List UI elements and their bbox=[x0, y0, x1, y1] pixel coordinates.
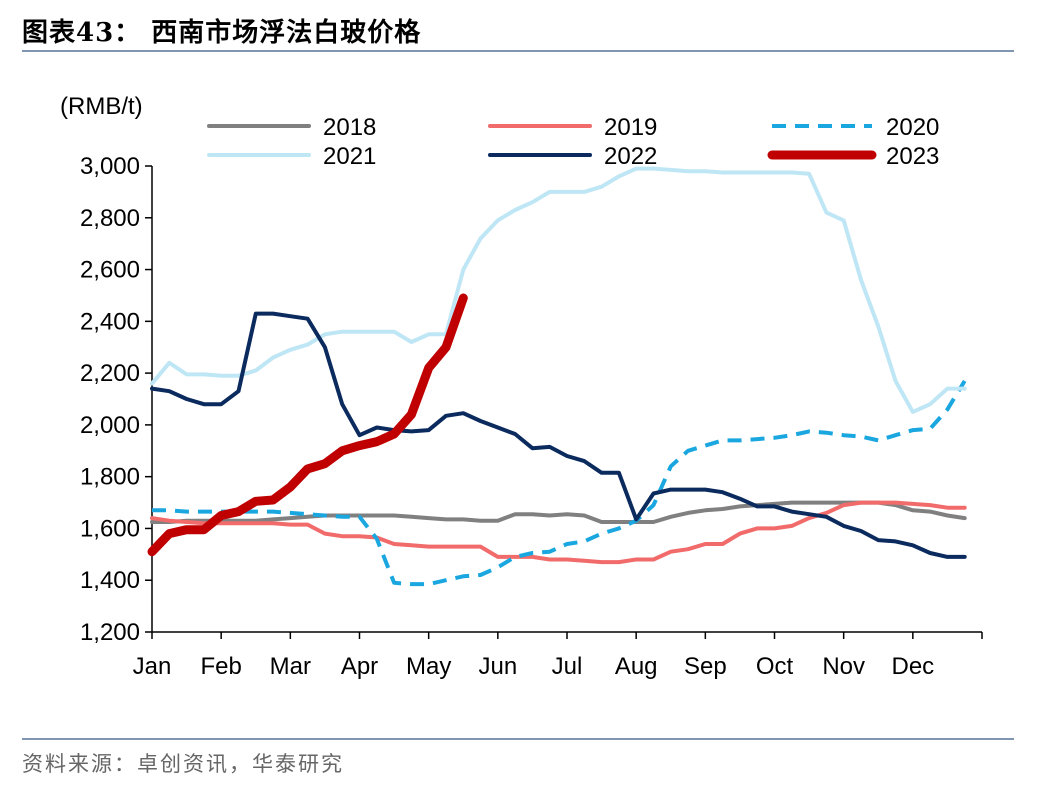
x-tick-label: Feb bbox=[200, 653, 241, 680]
series-line-2020 bbox=[152, 379, 967, 587]
x-tick-label: Jun bbox=[478, 653, 517, 680]
source-note: 资料来源：卓创资讯，华泰研究 bbox=[22, 752, 344, 776]
chart-legend: 2018 2019 2020 2021 2022 2023 bbox=[207, 114, 939, 170]
source-divider bbox=[22, 738, 1014, 740]
series-line-2023 bbox=[147, 293, 468, 557]
x-tick-label: Mar bbox=[270, 653, 311, 680]
title-divider bbox=[22, 50, 1014, 52]
y-tick-label: 1,600 bbox=[80, 515, 140, 542]
x-tick-label: Apr bbox=[341, 653, 378, 680]
y-tick-label: 2,000 bbox=[80, 412, 140, 439]
y-tick-label: 2,200 bbox=[80, 360, 140, 387]
y-tick-label: 1,200 bbox=[80, 619, 140, 646]
x-tick-label: Jan bbox=[133, 653, 172, 680]
legend-label-2019: 2019 bbox=[604, 114, 657, 141]
figure-title: 图表43： 西南市场浮法白玻价格 bbox=[22, 18, 422, 48]
x-tick-label: Dec bbox=[891, 653, 934, 680]
y-tick-label: 2,400 bbox=[80, 308, 140, 335]
legend-label-2022: 2022 bbox=[604, 143, 657, 170]
legend-label-2018: 2018 bbox=[323, 114, 376, 141]
series-line-2019 bbox=[150, 500, 967, 565]
y-tick-label: 1,800 bbox=[80, 464, 140, 491]
y-tick-label: 1,400 bbox=[80, 567, 140, 594]
x-tick-label: Jul bbox=[552, 653, 583, 680]
x-tick-label: Sep bbox=[684, 653, 727, 680]
legend-label-2023: 2023 bbox=[886, 143, 939, 170]
chart-axes: 1,200 1,400 1,600 1,800 2,000 2,200 2,400 2,600… bbox=[80, 153, 983, 680]
series-line-2018 bbox=[150, 500, 967, 524]
legend-label-2020: 2020 bbox=[886, 114, 939, 141]
series-line-2021 bbox=[150, 166, 967, 414]
y-tick-label: 3,000 bbox=[80, 153, 140, 180]
chart-series bbox=[147, 166, 967, 587]
x-tick-label: Oct bbox=[756, 653, 794, 680]
x-tick-label: Nov bbox=[822, 653, 865, 680]
legend-label-2021: 2021 bbox=[323, 143, 376, 170]
y-tick-label: 2,800 bbox=[80, 205, 140, 232]
x-tick-label: May bbox=[406, 653, 451, 680]
y-tick-label: 2,600 bbox=[80, 257, 140, 284]
y-unit-label: (RMB/t) bbox=[60, 93, 143, 120]
x-tick-label: Aug bbox=[615, 653, 658, 680]
series-line-2022 bbox=[150, 311, 967, 559]
